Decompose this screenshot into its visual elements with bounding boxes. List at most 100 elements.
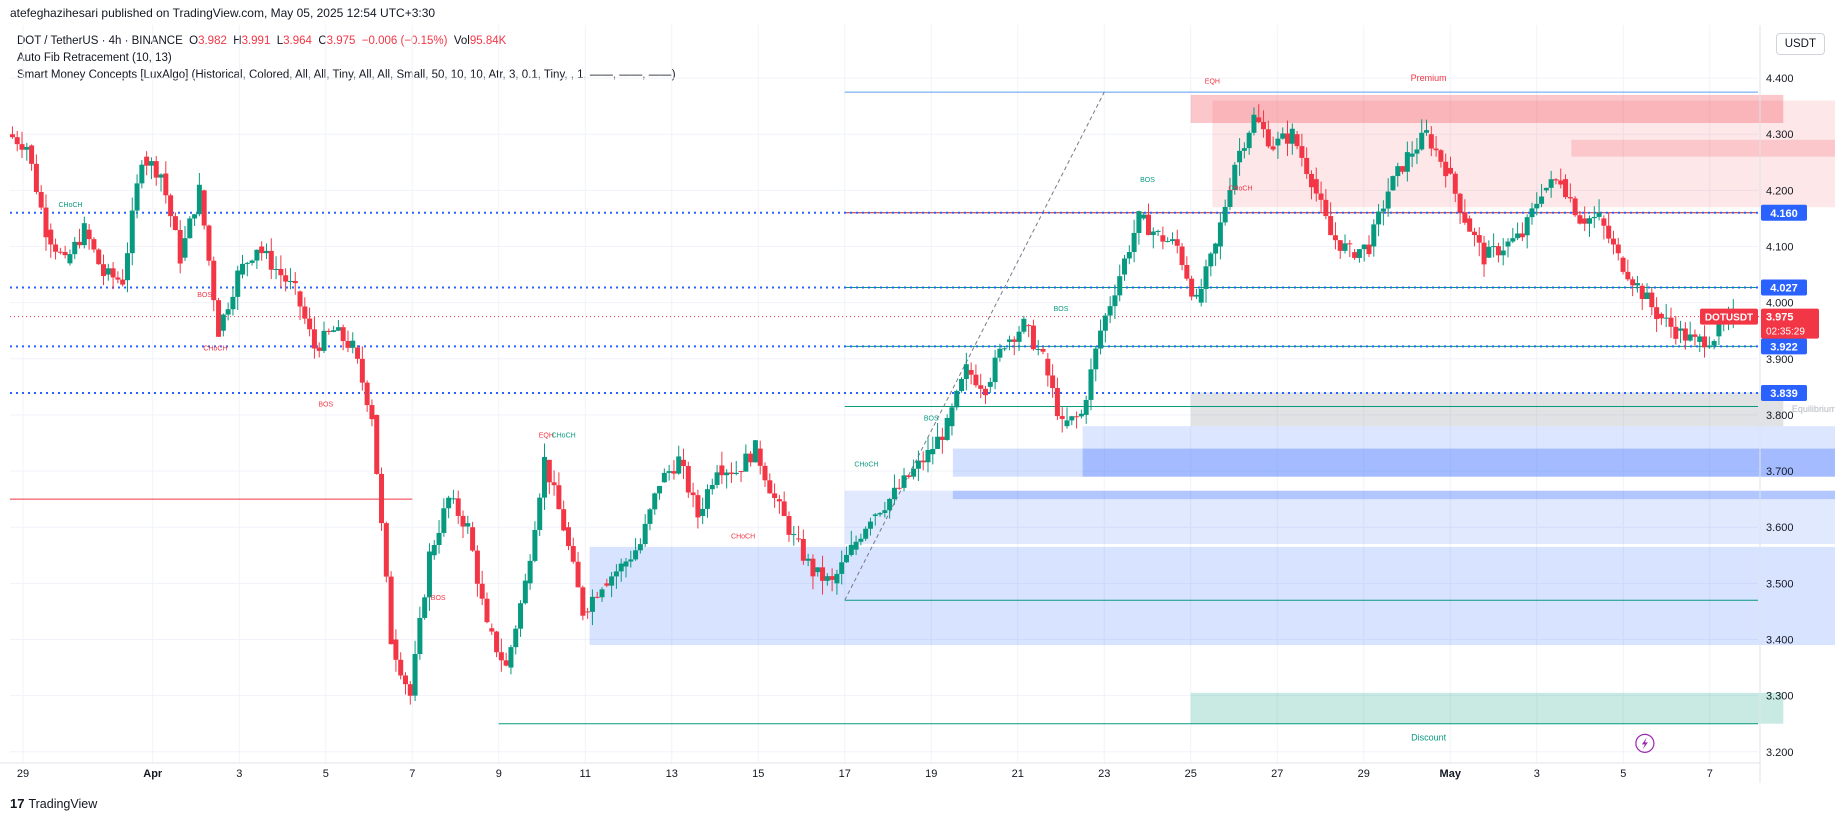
lightning-icon — [1635, 733, 1655, 753]
candle-body — [1639, 285, 1645, 300]
candle-body — [1529, 208, 1535, 218]
candle-body — [1256, 117, 1262, 122]
candle-body — [1251, 114, 1257, 133]
candle-body — [1692, 334, 1698, 337]
candle-body — [772, 493, 778, 499]
currency-button[interactable]: USDT — [1775, 33, 1825, 55]
candle-body — [177, 229, 183, 264]
candle-body — [1337, 240, 1343, 251]
candle-body — [1136, 211, 1142, 233]
candle-body — [1366, 244, 1372, 255]
candle-body — [460, 515, 466, 527]
candle-body — [1035, 349, 1041, 351]
candle-body — [172, 216, 178, 230]
x-tick-label: 25 — [1185, 768, 1197, 780]
x-tick-label: 7 — [1707, 768, 1713, 780]
x-tick-label: 29 — [1358, 768, 1370, 780]
candle-body — [1510, 238, 1516, 242]
candle-body — [100, 264, 106, 277]
candle-body — [978, 385, 984, 389]
candle-body — [1452, 173, 1458, 194]
candle-body — [647, 509, 653, 524]
candle-body — [1270, 146, 1276, 150]
candle-body — [263, 250, 269, 254]
candle-body — [124, 253, 130, 281]
candle-body — [1179, 246, 1185, 266]
candle-body — [1318, 193, 1324, 200]
footer-brand[interactable]: 17 TradingView — [10, 796, 97, 811]
publisher-line: atefeghazihesari published on TradingVie… — [10, 6, 436, 20]
candle-body — [192, 214, 198, 219]
candle-body — [1539, 196, 1545, 204]
candle-body — [1107, 306, 1113, 316]
candle-body — [1040, 349, 1046, 352]
candle-body — [1323, 199, 1329, 217]
candle-body — [518, 603, 524, 629]
tradingview-logo-icon: 17 — [10, 796, 25, 811]
candle-body — [148, 161, 154, 166]
candle-body — [633, 550, 639, 560]
price-label-text: 4.027 — [1770, 282, 1798, 294]
indicator-fib[interactable]: Auto Fib Retracement (10, 13) — [17, 52, 172, 64]
candle-body — [704, 489, 710, 509]
candle-body — [565, 527, 571, 547]
candle-body — [1328, 216, 1334, 236]
candle-body — [398, 659, 404, 676]
candle-body — [1117, 276, 1123, 296]
candle-body — [53, 244, 59, 252]
candle-body — [1294, 134, 1300, 147]
candle-body — [1160, 235, 1166, 242]
candle-body — [86, 229, 92, 240]
candle-body — [997, 348, 1003, 358]
candle-body — [1145, 214, 1151, 236]
y-tick-label: 3.500 — [1766, 578, 1794, 590]
symbol-name[interactable]: DOT / TetherUS · 4h · BINANCE — [17, 35, 183, 47]
candle-body — [1184, 265, 1190, 279]
lightning-bolt-icon — [1641, 737, 1648, 750]
candle-body — [1668, 317, 1674, 327]
candle-body — [733, 472, 739, 475]
last-price-text: 3.975 — [1766, 312, 1794, 324]
candle-body — [642, 523, 648, 545]
countdown-text: 02:35:29 — [1766, 327, 1805, 338]
candle-body — [604, 583, 610, 586]
candle-body — [379, 473, 385, 524]
demand-zone-4 — [1082, 448, 1835, 477]
candle-body — [1011, 339, 1017, 342]
candle-body — [1078, 413, 1084, 417]
candle-body — [1577, 215, 1583, 224]
symbol-line: DOT / TetherUS · 4h · BINANCE O3.982 H3.… — [17, 33, 676, 50]
x-tick-label: 15 — [752, 768, 764, 780]
candle-body — [1495, 246, 1501, 256]
candle-body — [283, 275, 289, 282]
candle-body — [1644, 292, 1650, 300]
candle-body — [1558, 180, 1564, 185]
demand-zone-6 — [952, 490, 1835, 500]
candle-body — [728, 472, 734, 475]
premium-zone — [1190, 94, 1784, 123]
candle-body — [235, 270, 241, 297]
candle-body — [163, 173, 169, 196]
x-tick-label: 9 — [496, 768, 502, 780]
candle-body — [1016, 331, 1022, 342]
smc-annotation: BOS — [924, 416, 939, 423]
candle-body — [887, 498, 893, 511]
candle-body — [820, 567, 826, 581]
candle-body — [599, 589, 605, 598]
y-tick-label: 4.200 — [1766, 185, 1794, 197]
candle-body — [1213, 243, 1219, 254]
candle-body — [939, 436, 945, 440]
candle-body — [1534, 203, 1540, 209]
candle-body — [762, 465, 768, 481]
candle-body — [350, 340, 356, 348]
candle-body — [1347, 243, 1353, 245]
candle-body — [532, 529, 538, 561]
candle-body — [494, 631, 500, 653]
candle-body — [479, 583, 485, 599]
candle-body — [872, 514, 878, 516]
candle-body — [858, 538, 864, 542]
symbol-tag-text: DOTUSDT — [1705, 313, 1753, 324]
candle-body — [1217, 222, 1223, 247]
supply-zone-2 — [1571, 139, 1835, 157]
